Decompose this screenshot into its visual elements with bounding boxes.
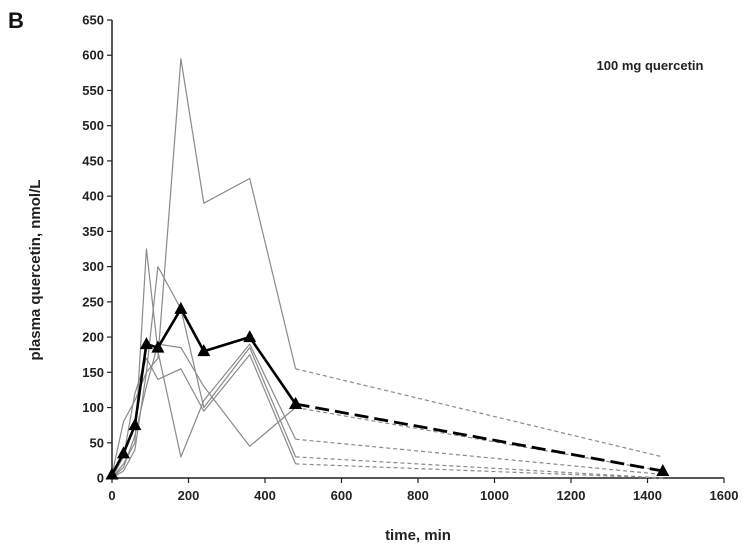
y-tick-label: 400 xyxy=(82,189,104,204)
series-line xyxy=(295,438,663,476)
chart-annotation: 100 mg quercetin xyxy=(597,58,704,73)
series-line xyxy=(111,58,297,475)
mean-data-point xyxy=(174,301,188,314)
series-layer xyxy=(110,58,664,479)
mean-data-point xyxy=(197,344,211,357)
mean-data-point xyxy=(139,337,153,350)
series-line xyxy=(295,406,663,472)
axes: 0 50 100 150 200 250 300 350 400 450 500 550 600 650 0… xyxy=(82,13,738,504)
series-line xyxy=(295,456,663,479)
x-tick-label: 1200 xyxy=(557,488,586,503)
y-tick-label: 550 xyxy=(82,83,104,98)
mean-data-point xyxy=(128,418,142,431)
series-line xyxy=(111,266,297,479)
y-tick-label: 250 xyxy=(82,294,104,309)
x-tick-label: 1400 xyxy=(633,488,662,503)
x-axis-title: time, min xyxy=(385,527,451,544)
x-tick-label: 400 xyxy=(254,488,276,503)
y-tick-label: 300 xyxy=(82,259,104,274)
y-tick-label: 500 xyxy=(82,118,104,133)
mean-data-point xyxy=(243,330,257,343)
y-tick-label: 650 xyxy=(82,13,104,28)
mean-data-point xyxy=(289,397,303,410)
y-tick-label: 600 xyxy=(82,48,104,63)
mean-data-point xyxy=(656,463,670,476)
x-tick-label: 600 xyxy=(331,488,353,503)
mean-data-point xyxy=(151,340,165,353)
series-line xyxy=(295,368,663,458)
y-tick-label: 100 xyxy=(82,400,104,415)
y-tick-label: 50 xyxy=(90,435,104,450)
series-line xyxy=(295,463,663,479)
x-tick-label: 1600 xyxy=(710,488,739,503)
y-tick-label: 200 xyxy=(82,330,104,345)
x-tick-label: 200 xyxy=(178,488,200,503)
mean-data-point xyxy=(116,446,130,459)
series-line xyxy=(295,402,664,473)
y-tick-label: 150 xyxy=(82,365,104,380)
series-line xyxy=(111,354,297,479)
mean-data-point xyxy=(105,467,119,480)
y-tick-label: 350 xyxy=(82,224,104,239)
x-tick-label: 0 xyxy=(108,488,115,503)
marker-layer xyxy=(105,301,670,480)
x-tick-label: 1000 xyxy=(480,488,509,503)
y-axis-title: plasma quercetin, nmol/L xyxy=(27,180,44,361)
x-tick-label: 800 xyxy=(407,488,429,503)
y-tick-label: 0 xyxy=(97,471,104,486)
y-tick-label: 450 xyxy=(82,153,104,168)
panel-label: B xyxy=(8,8,24,33)
